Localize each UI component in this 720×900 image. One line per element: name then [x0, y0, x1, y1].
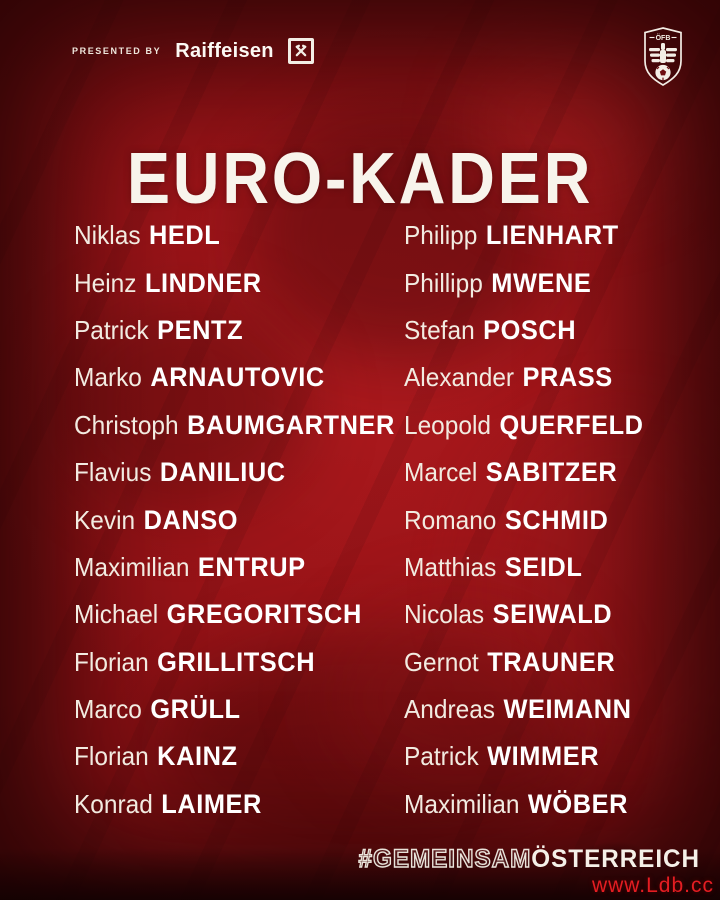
crest-football [655, 64, 671, 81]
player-first-name: Kevin [74, 504, 136, 535]
player-first-name: Marko [74, 362, 142, 393]
hashtag-outline-part: #GEMEINSAM [358, 844, 532, 873]
hashtag-solid-part: ÖSTERREICH [531, 845, 700, 873]
player-first-name: Andreas [404, 694, 496, 725]
player-row: Patrick PENTZ [74, 307, 395, 354]
player-row: Christoph BAUMGARTNER [74, 402, 395, 449]
player-first-name: Matthias [404, 551, 497, 582]
player-first-name: Philipp [404, 220, 478, 251]
player-last-name: WIMMER [487, 741, 600, 772]
player-first-name: Konrad [74, 788, 153, 819]
player-first-name: Marco [74, 694, 142, 725]
oefb-crest-icon: ÖFB [640, 26, 686, 88]
player-row: Flavius DANILIUC [74, 449, 395, 496]
player-first-name: Niklas [74, 220, 141, 251]
player-last-name: DANSO [143, 504, 239, 535]
player-row: Phillipp MWENE [404, 259, 644, 306]
player-row: Michael GREGORITSCH [74, 591, 395, 638]
raiffeisen-gable-cross-icon [287, 38, 314, 64]
player-row: Stefan POSCH [404, 307, 644, 354]
player-last-name: SCHMID [504, 504, 609, 535]
player-first-name: Christoph [74, 409, 179, 440]
page-title: EURO-KADER [126, 139, 594, 220]
player-row: Marco GRÜLL [74, 686, 395, 733]
squad-column-left: Niklas HEDL Heinz LINDNER Patrick PENTZ Marko A… [74, 212, 395, 828]
player-first-name: Maximilian [74, 551, 190, 582]
player-first-name: Florian [74, 646, 149, 677]
player-row: Florian GRILLITSCH [74, 639, 395, 686]
player-last-name: KAINZ [157, 741, 238, 772]
player-last-name: GRÜLL [150, 694, 241, 725]
player-last-name: SEIDL [504, 551, 583, 582]
player-row: Marko ARNAUTOVIC [74, 354, 395, 401]
player-last-name: BAUMGARTNER [187, 409, 395, 440]
player-row: Patrick WIMMER [404, 733, 644, 780]
player-last-name: HEDL [149, 220, 221, 251]
player-last-name: TRAUNER [487, 646, 616, 677]
player-first-name: Alexander [404, 362, 515, 393]
player-first-name: Flavius [74, 457, 152, 488]
player-first-name: Stefan [404, 314, 475, 345]
player-row: Marcel SABITZER [404, 449, 644, 496]
crest-eagle [649, 43, 677, 63]
site-watermark: www.Ldb.cc [591, 874, 714, 897]
player-row: Florian KAINZ [74, 733, 395, 780]
player-row: Maximilian ENTRUP [74, 544, 395, 591]
player-first-name: Gernot [404, 646, 479, 677]
player-last-name: DANILIUC [159, 457, 286, 488]
player-row: Andreas WEIMANN [404, 686, 644, 733]
squad-column-right: Philipp LIENHART Phillipp MWENE Stefan POSCH A… [404, 212, 644, 828]
player-last-name: GRILLITSCH [157, 646, 316, 677]
player-last-name: MWENE [491, 267, 592, 298]
player-last-name: WEIMANN [503, 694, 632, 725]
player-row: Matthias SEIDL [404, 544, 644, 591]
player-first-name: Maximilian [404, 788, 520, 819]
player-first-name: Romano [404, 504, 497, 535]
player-first-name: Patrick [404, 741, 479, 772]
crest-label: ÖFB [656, 33, 671, 42]
player-first-name: Marcel [404, 457, 478, 488]
player-first-name: Leopold [404, 409, 491, 440]
campaign-hashtag: #GEMEINSAMÖSTERREICH [358, 844, 700, 874]
player-last-name: QUERFELD [499, 409, 644, 440]
player-first-name: Patrick [74, 314, 149, 345]
player-last-name: LAIMER [161, 788, 262, 819]
player-last-name: LINDNER [144, 267, 262, 298]
sponsor-name: Raiffeisen [175, 39, 274, 62]
player-row: Alexander PRASS [404, 354, 644, 401]
player-last-name: POSCH [483, 314, 577, 345]
player-row: Konrad LAIMER [74, 781, 395, 828]
player-last-name: PENTZ [157, 314, 244, 345]
player-first-name: Nicolas [404, 599, 485, 630]
player-row: Niklas HEDL [74, 212, 395, 259]
player-row: Philipp LIENHART [404, 212, 644, 259]
player-first-name: Michael [74, 599, 159, 630]
player-row: Leopold QUERFELD [404, 402, 644, 449]
player-first-name: Florian [74, 741, 149, 772]
player-last-name: GREGORITSCH [166, 599, 362, 630]
player-last-name: ENTRUP [197, 551, 306, 582]
presented-by-label: PRESENTED BY [72, 46, 162, 56]
player-last-name: SEIWALD [492, 599, 613, 630]
player-first-name: Heinz [74, 267, 137, 298]
player-row: Heinz LINDNER [74, 259, 395, 306]
player-row: Gernot TRAUNER [404, 639, 644, 686]
player-row: Romano SCHMID [404, 496, 644, 543]
player-row: Nicolas SEIWALD [404, 591, 644, 638]
player-row: Kevin DANSO [74, 496, 395, 543]
player-last-name: PRASS [522, 362, 613, 393]
player-last-name: SABITZER [485, 457, 618, 488]
player-first-name: Phillipp [404, 267, 483, 298]
presented-by-row: PRESENTED BY Raiffeisen [72, 38, 314, 64]
player-row: Maximilian WÖBER [404, 781, 644, 828]
player-last-name: ARNAUTOVIC [150, 362, 325, 393]
player-last-name: WÖBER [527, 788, 629, 819]
player-last-name: LIENHART [485, 220, 619, 251]
